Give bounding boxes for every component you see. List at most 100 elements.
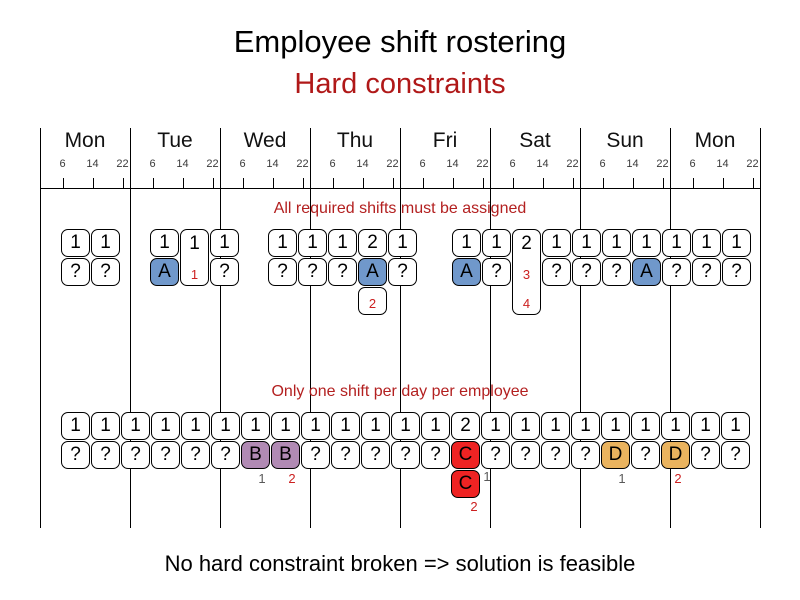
assignment-box-open: ? — [328, 258, 357, 286]
requirement-box: 1 — [572, 229, 601, 257]
assignment-box-open: ? — [421, 441, 450, 469]
assignment-box-employee-a: A — [452, 258, 481, 286]
tick-mark — [752, 178, 754, 188]
tick-label: 14 — [266, 158, 279, 170]
requirement-box: 1 — [542, 229, 571, 257]
day-label: Mon — [64, 129, 106, 152]
requirement-box: 1 — [452, 229, 481, 257]
day-label: Sat — [519, 129, 551, 152]
tick-label: 6 — [239, 158, 246, 170]
assignment-box-open: ? — [211, 441, 240, 469]
tick-mark — [62, 178, 64, 188]
unassigned-slot-box: 2 — [358, 287, 387, 315]
requirement-box: 1 — [301, 412, 330, 440]
tick-mark — [632, 178, 634, 188]
day-boundary-line — [130, 128, 131, 528]
tick-mark — [392, 178, 394, 188]
requirement-box: 1 — [692, 229, 721, 257]
tick-mark — [422, 178, 424, 188]
tick-mark — [92, 178, 94, 188]
day-boundary-line — [310, 128, 311, 528]
day-label: Sun — [606, 129, 644, 152]
requirement-box: 1 — [662, 229, 691, 257]
day-boundary-line — [40, 128, 41, 528]
tick-label: 14 — [356, 158, 369, 170]
requirement-count: 2 — [521, 233, 532, 254]
tick-label: 14 — [716, 158, 729, 170]
assignment-box-open: ? — [542, 258, 571, 286]
requirement-box: 1 — [571, 412, 600, 440]
tick-mark — [512, 178, 514, 188]
tick-label: 14 — [536, 158, 549, 170]
annotation-number: 1 — [258, 471, 266, 486]
requirement-box: 1 — [91, 229, 120, 257]
requirement-box: 1 — [121, 412, 150, 440]
requirement-box: 1 — [298, 229, 327, 257]
annotation-number: 2 — [288, 471, 296, 486]
tick-mark — [152, 178, 154, 188]
tick-label: 6 — [329, 158, 336, 170]
day-label: Thu — [336, 129, 374, 152]
requirement-box: 1 — [91, 412, 120, 440]
day-label: Mon — [694, 129, 736, 152]
assignment-box-open: ? — [692, 258, 721, 286]
tick-label: 22 — [386, 158, 399, 170]
tick-label: 22 — [746, 158, 759, 170]
assignment-box-open: ? — [722, 258, 751, 286]
assignment-box-open: ? — [268, 258, 297, 286]
assignment-box-open: ? — [181, 441, 210, 469]
assignment-box-open: ? — [361, 441, 390, 469]
day-boundary-line — [580, 128, 581, 528]
tick-mark — [572, 178, 574, 188]
unassigned-slot-number: 1 — [190, 266, 199, 282]
requirement-box: 1 — [481, 412, 510, 440]
requirement-box: 1 — [210, 229, 239, 257]
tick-label: 22 — [116, 158, 129, 170]
tick-mark — [242, 178, 244, 188]
requirement-box: 2 — [358, 229, 387, 257]
tick-label: 6 — [509, 158, 516, 170]
tick-label: 14 — [86, 158, 99, 170]
assignment-box-open: ? — [721, 441, 750, 469]
requirement-box: 1 — [181, 412, 210, 440]
constraint-label-required-shifts: All required shifts must be assigned — [273, 200, 527, 217]
tick-label: 6 — [149, 158, 156, 170]
annotation-number: 2 — [470, 499, 478, 514]
tick-label: 14 — [176, 158, 189, 170]
tick-mark — [692, 178, 694, 188]
annotation-number: 1 — [483, 469, 491, 484]
assignment-box-open: ? — [91, 258, 120, 286]
assignment-box-employee-d: D — [601, 441, 630, 469]
tick-label: 6 — [689, 158, 696, 170]
requirement-box: 1 — [632, 229, 661, 257]
assignment-box-open: ? — [298, 258, 327, 286]
assignment-box-open: ? — [571, 441, 600, 469]
tick-mark — [122, 178, 124, 188]
assignment-box-employee-c: C — [451, 441, 480, 469]
tick-mark — [542, 178, 544, 188]
tick-mark — [602, 178, 604, 188]
assignment-box-open: ? — [511, 441, 540, 469]
annotation-number: 2 — [674, 471, 682, 486]
tick-label: 6 — [599, 158, 606, 170]
tick-mark — [662, 178, 664, 188]
assignment-box-employee-b: B — [241, 441, 270, 469]
day-label: Wed — [243, 129, 287, 152]
day-label: Fri — [432, 129, 458, 152]
annotation-number: 1 — [618, 471, 626, 486]
assignment-box-open: ? — [61, 441, 90, 469]
tick-mark — [332, 178, 334, 188]
assignment-box-employee-a: A — [632, 258, 661, 286]
day-boundary-line — [670, 128, 671, 528]
requirement-box: 1 — [331, 412, 360, 440]
assignment-box-open: ? — [662, 258, 691, 286]
requirement-box: 1 — [61, 229, 90, 257]
assignment-box-open: ? — [61, 258, 90, 286]
assignment-box-open: ? — [602, 258, 631, 286]
day-boundary-line — [400, 128, 401, 528]
unassigned-slot-number: 4 — [522, 295, 531, 311]
requirement-box: 1 — [61, 412, 90, 440]
requirement-box: 1 — [482, 229, 511, 257]
